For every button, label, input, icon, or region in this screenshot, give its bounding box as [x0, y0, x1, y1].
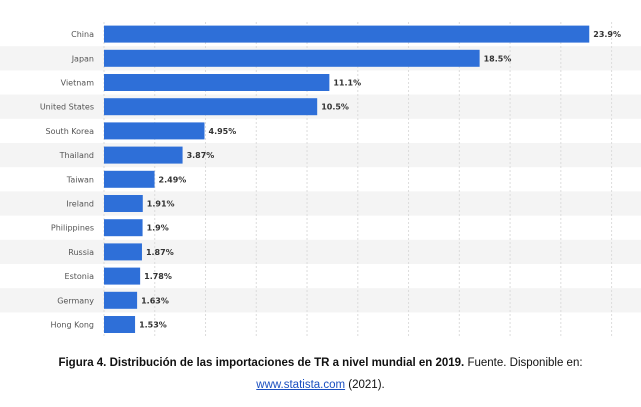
bar	[104, 122, 205, 140]
caption-bold: Figura 4. Distribución de las importacio…	[58, 357, 465, 369]
bar	[104, 267, 141, 285]
category-label: Russia	[68, 248, 94, 257]
category-label: Germany	[57, 296, 94, 305]
value-label: 1.87%	[146, 248, 174, 257]
bar	[104, 195, 143, 212]
bar-chart-svg: China Japan Vietnam United States South Kore…	[0, 22, 641, 337]
value-label: 18.5%	[484, 54, 512, 63]
category-label: Philippines	[51, 224, 94, 233]
value-label: 10.5%	[321, 103, 349, 112]
bar	[104, 49, 480, 67]
caption-line-2: www.statista.com (2021).	[0, 374, 641, 396]
caption-line-1: Figura 4. Distribución de las importacio…	[0, 352, 641, 374]
value-label: 11.1%	[333, 79, 361, 88]
category-label: Ireland	[66, 200, 94, 209]
category-labels: China Japan Vietnam United States South Kore…	[40, 30, 94, 329]
bar	[104, 316, 136, 333]
value-label: 2.49%	[159, 175, 187, 184]
bar	[104, 25, 590, 43]
bar	[104, 219, 143, 237]
value-label: 1.9%	[147, 224, 169, 233]
category-label: Hong Kong	[51, 321, 95, 330]
figure-caption: Figura 4. Distribución de las importacio…	[0, 352, 641, 396]
bar	[104, 170, 155, 188]
row-stripe	[0, 143, 641, 168]
bar	[104, 146, 183, 164]
category-label: Taiwan	[66, 175, 94, 184]
category-label: Vietnam	[61, 79, 95, 88]
row-stripe	[0, 239, 641, 264]
value-label: 1.53%	[139, 321, 167, 330]
caption-suffix: (2021).	[345, 379, 385, 391]
statista-link[interactable]: www.statista.com	[256, 379, 346, 391]
value-label: 1.91%	[147, 200, 175, 209]
category-label: China	[71, 30, 94, 39]
value-label: 1.78%	[144, 272, 172, 281]
category-label: United States	[40, 103, 94, 112]
bar	[104, 243, 142, 261]
value-labels: 23.9% 18.5% 11.1% 10.5% 4.95% 3.87% 2.49% 1.91%…	[139, 30, 621, 329]
bar	[104, 74, 330, 91]
value-label: 4.95%	[209, 127, 237, 136]
category-label: Estonia	[65, 272, 95, 281]
category-label: Japan	[71, 54, 94, 63]
value-label: 3.87%	[187, 151, 215, 160]
chart: China Japan Vietnam United States South Kore…	[0, 22, 641, 337]
bar	[104, 98, 318, 116]
bar	[104, 291, 138, 309]
category-label: South Korea	[46, 127, 95, 136]
value-label: 23.9%	[593, 30, 621, 39]
row-stripe	[0, 191, 641, 216]
caption-text: Fuente. Disponible en:	[464, 357, 583, 369]
category-label: Thailand	[59, 151, 94, 160]
bars	[104, 25, 590, 333]
row-stripe	[0, 288, 641, 313]
value-label: 1.63%	[141, 296, 169, 305]
